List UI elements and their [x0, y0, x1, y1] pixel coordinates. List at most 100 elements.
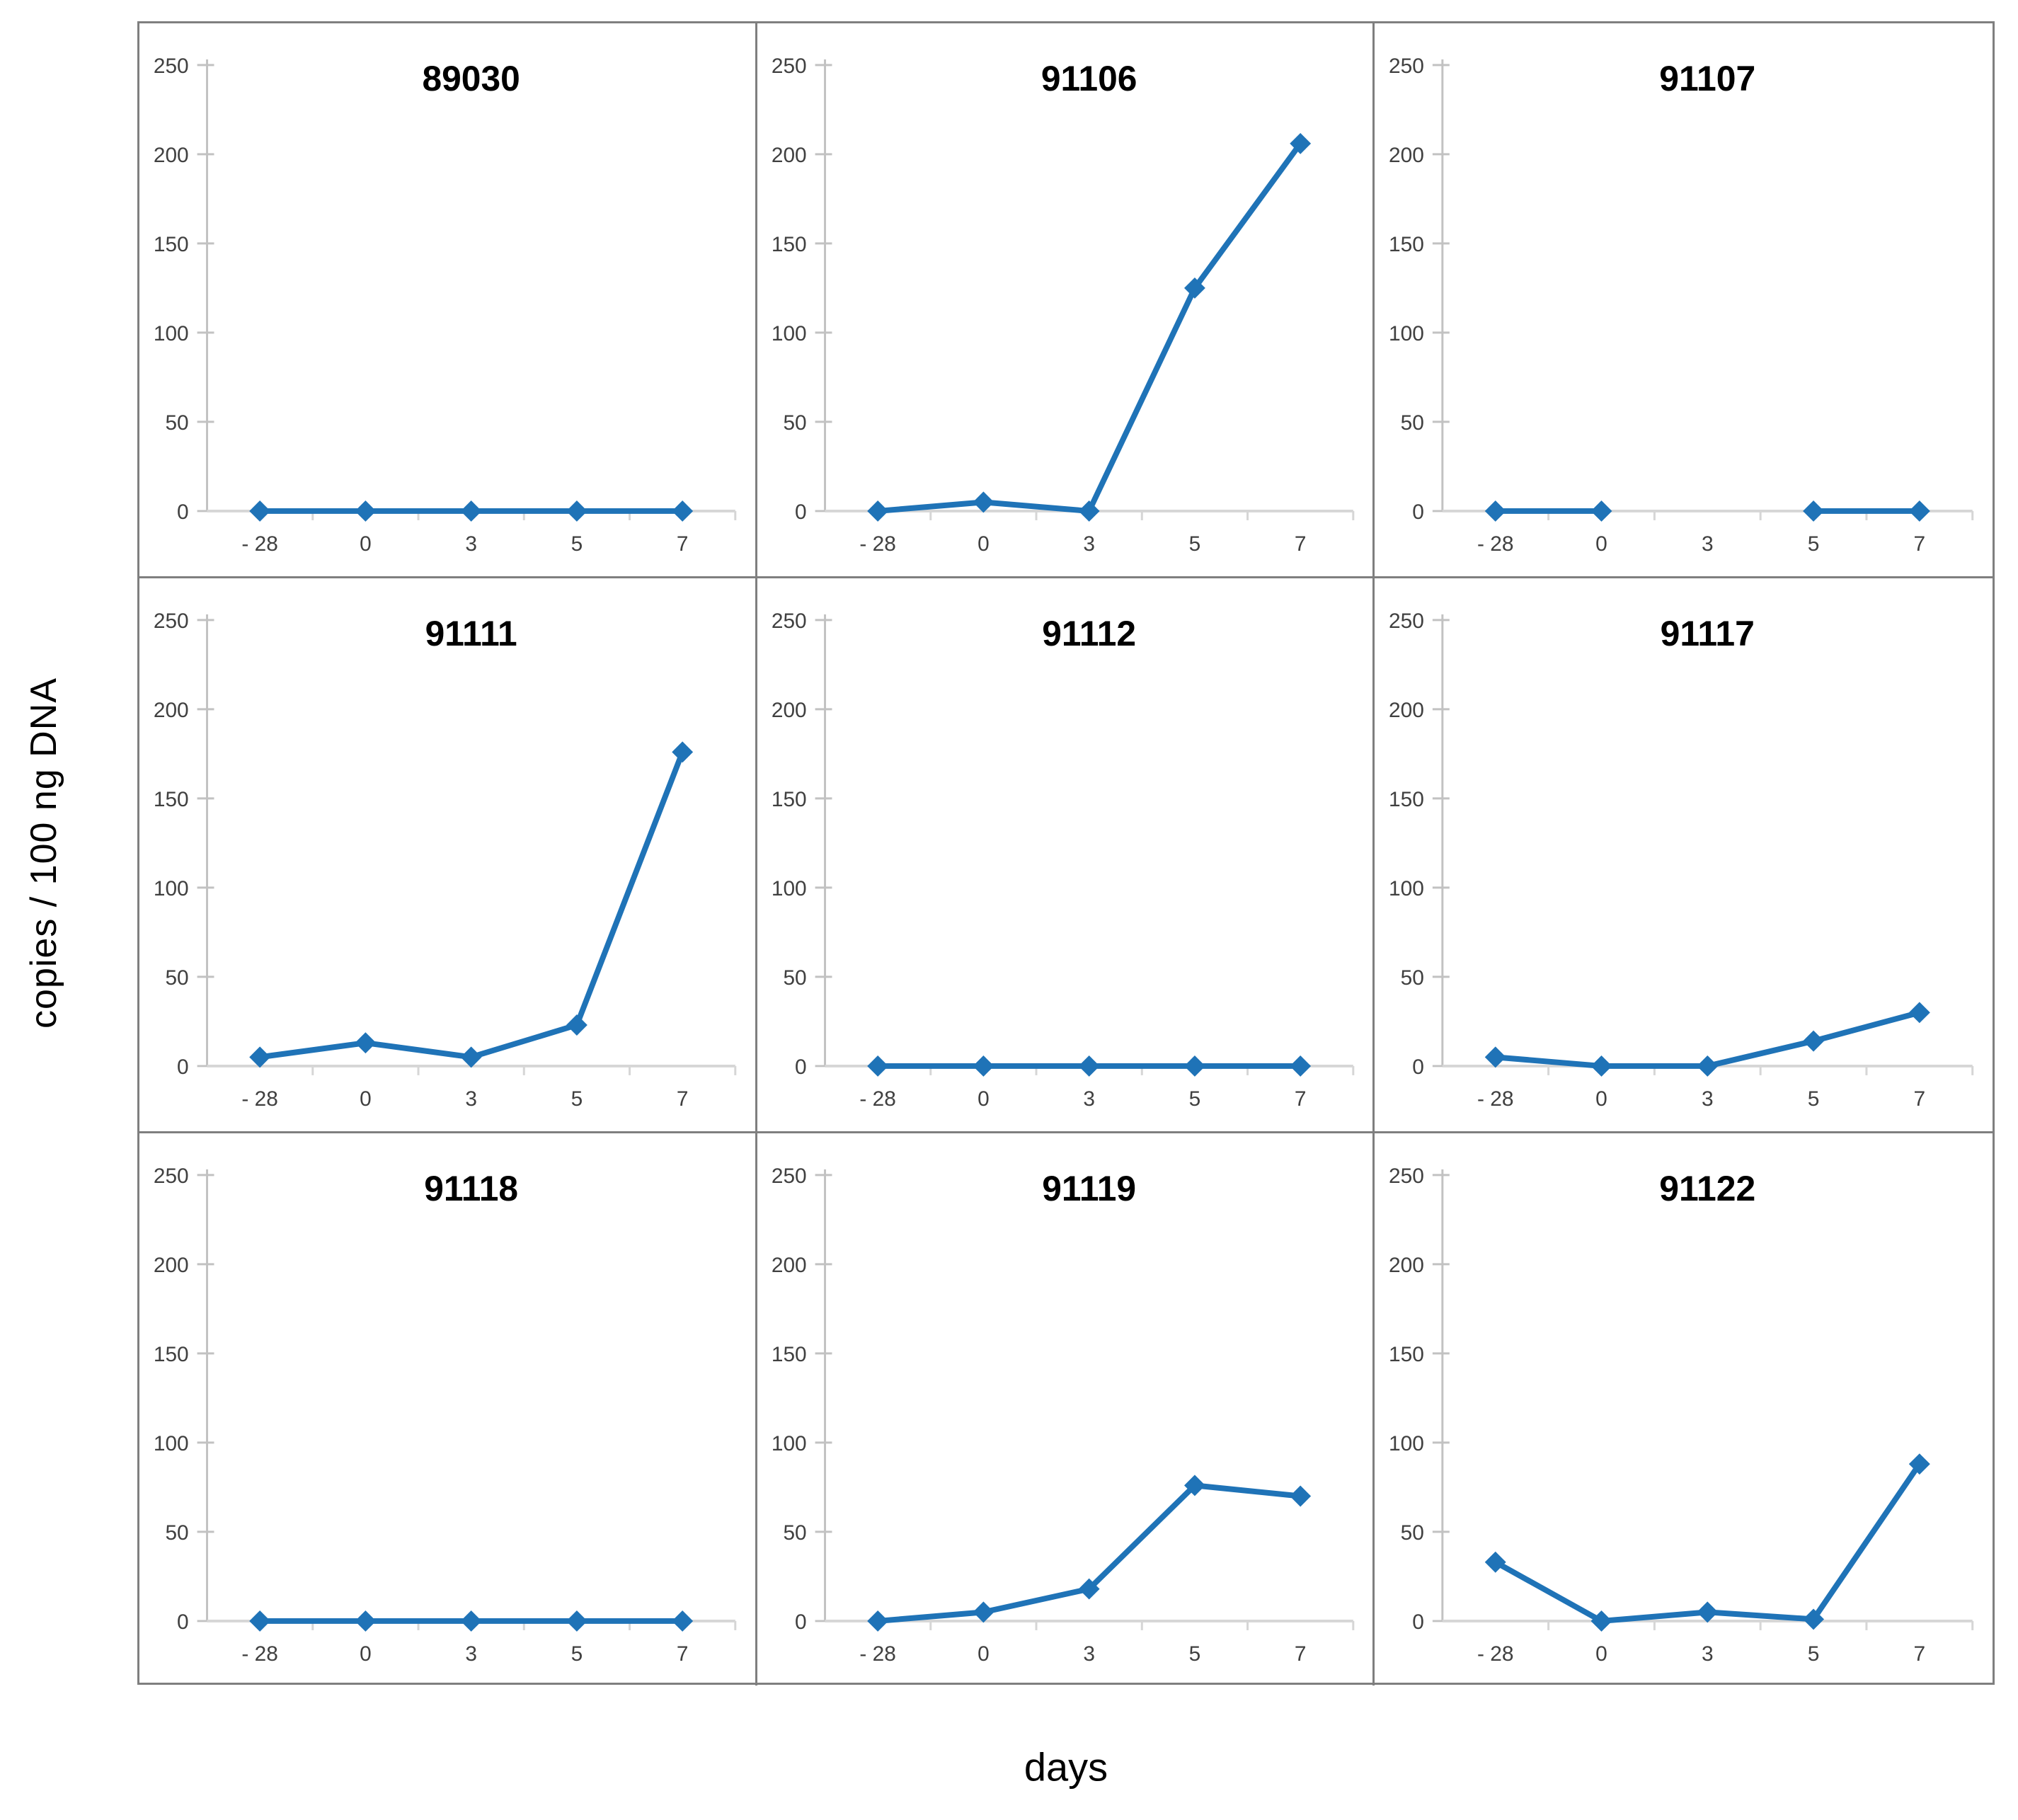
data-point-marker [1078, 1578, 1100, 1600]
line-chart: 0 50 100 150 200 250 - 28 0 3 5 7 91119 [772, 1164, 1354, 1665]
x-tick-label: 5 [1188, 1642, 1200, 1665]
data-point-marker [1485, 1046, 1507, 1068]
y-tick-label: 0 [1413, 1610, 1425, 1634]
x-tick-label: 3 [1702, 532, 1714, 556]
y-tick-label: 50 [165, 966, 188, 990]
x-tick-label: 0 [360, 1087, 372, 1111]
data-point-marker [566, 500, 587, 522]
x-tick-label: 0 [1596, 532, 1608, 556]
x-tick-label: 3 [1083, 1087, 1095, 1111]
data-point-marker [460, 500, 482, 522]
y-tick-label: 100 [154, 322, 189, 345]
y-tick-label: 100 [1389, 322, 1424, 345]
y-tick-label: 0 [1413, 500, 1425, 524]
data-point-marker [249, 1610, 271, 1632]
y-tick-label: 50 [783, 966, 806, 990]
chart-title: 91117 [1661, 614, 1755, 653]
y-tick-label: 200 [154, 1253, 189, 1276]
x-tick-label: 3 [1083, 1642, 1095, 1665]
chart-cell: 0 50 100 150 200 250 - 28 0 3 5 7 91107 [1375, 23, 1993, 578]
x-tick-label: 5 [571, 1642, 583, 1665]
line-chart: 0 50 100 150 200 250 - 28 0 3 5 7 91112 [772, 609, 1354, 1111]
chart-cell: 0 50 100 150 200 250 - 28 0 3 5 7 91112 [757, 578, 1375, 1133]
data-point-marker [566, 1610, 587, 1632]
data-point-marker [355, 500, 377, 522]
y-tick-label: 0 [177, 500, 189, 524]
data-point-marker [1078, 1055, 1100, 1077]
data-line [874, 140, 1303, 514]
y-tick-label: 250 [154, 55, 189, 78]
y-tick-label: 250 [154, 1164, 189, 1187]
chart-cell: 0 50 100 150 200 250 - 28 0 3 5 7 91111 [139, 578, 757, 1133]
x-tick-label: 0 [978, 532, 990, 556]
x-tick-label: 0 [978, 1087, 990, 1111]
chart-cell: 0 50 100 150 200 250 - 28 0 3 5 7 89030 [139, 23, 757, 578]
y-tick-label: 200 [1389, 144, 1424, 167]
data-point-marker [1590, 1610, 1612, 1632]
data-point-marker [1183, 277, 1205, 299]
line-chart: 0 50 100 150 200 250 - 28 0 3 5 7 91122 [1389, 1164, 1974, 1665]
y-tick-label: 250 [772, 1164, 807, 1187]
x-tick-label: - 28 [859, 532, 895, 556]
x-tick-label: 3 [1702, 1087, 1714, 1111]
y-tick-label: 0 [177, 1610, 189, 1633]
data-point-marker [1803, 1030, 1825, 1052]
y-tick-label: 0 [795, 1610, 807, 1633]
y-tick-label: 250 [1389, 1164, 1424, 1187]
data-point-marker [1289, 1485, 1311, 1507]
x-tick-label: 7 [1295, 532, 1307, 556]
y-tick-label: 50 [165, 411, 188, 435]
x-tick-label: 0 [1596, 1642, 1608, 1665]
x-tick-label: 7 [677, 1642, 689, 1665]
x-tick-label: 5 [1188, 1087, 1200, 1111]
data-point-marker [1803, 1608, 1825, 1630]
x-tick-label: - 28 [1477, 1642, 1514, 1665]
data-point-marker [249, 500, 271, 522]
y-tick-label: 150 [1389, 1342, 1424, 1366]
data-point-marker [1909, 1002, 1931, 1024]
y-tick-label: 150 [154, 1342, 189, 1366]
chart-title: 91122 [1660, 1168, 1756, 1208]
x-tick-label: 7 [677, 1087, 689, 1111]
data-point-marker [566, 1014, 587, 1036]
y-tick-label: 50 [1401, 411, 1424, 435]
y-tick-label: 250 [772, 55, 807, 78]
y-tick-label: 200 [1389, 1253, 1424, 1276]
line-chart: 0 50 100 150 200 250 - 28 0 3 5 7 91117 [1389, 609, 1974, 1111]
data-point-marker [1803, 500, 1825, 522]
y-tick-label: 50 [1401, 1521, 1424, 1545]
x-tick-label: 5 [571, 532, 583, 556]
data-point-marker [1590, 500, 1612, 522]
x-tick-label: - 28 [1477, 1087, 1514, 1111]
chart-cell: 0 50 100 150 200 250 - 28 0 3 5 7 91117 [1375, 578, 1993, 1133]
chart-title: 91111 [425, 614, 517, 653]
data-line [874, 1482, 1303, 1624]
data-line [257, 749, 686, 1060]
x-tick-label: - 28 [859, 1087, 895, 1111]
x-tick-label: - 28 [859, 1642, 895, 1665]
x-tick-label: 7 [1295, 1642, 1307, 1665]
line-chart: 0 50 100 150 200 250 - 28 0 3 5 7 91106 [772, 55, 1354, 556]
y-tick-label: 150 [1389, 233, 1424, 256]
y-tick-label: 0 [795, 500, 807, 524]
y-tick-label: 150 [772, 1342, 807, 1366]
x-tick-label: 3 [465, 532, 477, 556]
y-tick-label: 200 [772, 1253, 807, 1276]
x-tick-label: 5 [1808, 1642, 1820, 1665]
chart-title: 91119 [1042, 1168, 1136, 1208]
data-point-marker [1590, 1055, 1612, 1077]
data-point-marker [355, 1610, 377, 1632]
x-tick-label: 0 [1596, 1087, 1608, 1111]
chart-title: 89030 [422, 59, 520, 98]
x-tick-label: 0 [978, 1642, 990, 1665]
y-tick-label: 100 [154, 877, 189, 900]
data-point-marker [973, 491, 994, 513]
y-tick-label: 200 [154, 144, 189, 167]
y-tick-label: 100 [1389, 877, 1424, 900]
data-point-marker [355, 1031, 377, 1053]
data-point-marker [672, 500, 694, 522]
chart-cell: 0 50 100 150 200 250 - 28 0 3 5 7 91122 [1375, 1133, 1993, 1686]
data-point-marker [460, 1046, 482, 1068]
line-chart: 0 50 100 150 200 250 - 28 0 3 5 7 91118 [154, 1164, 737, 1665]
